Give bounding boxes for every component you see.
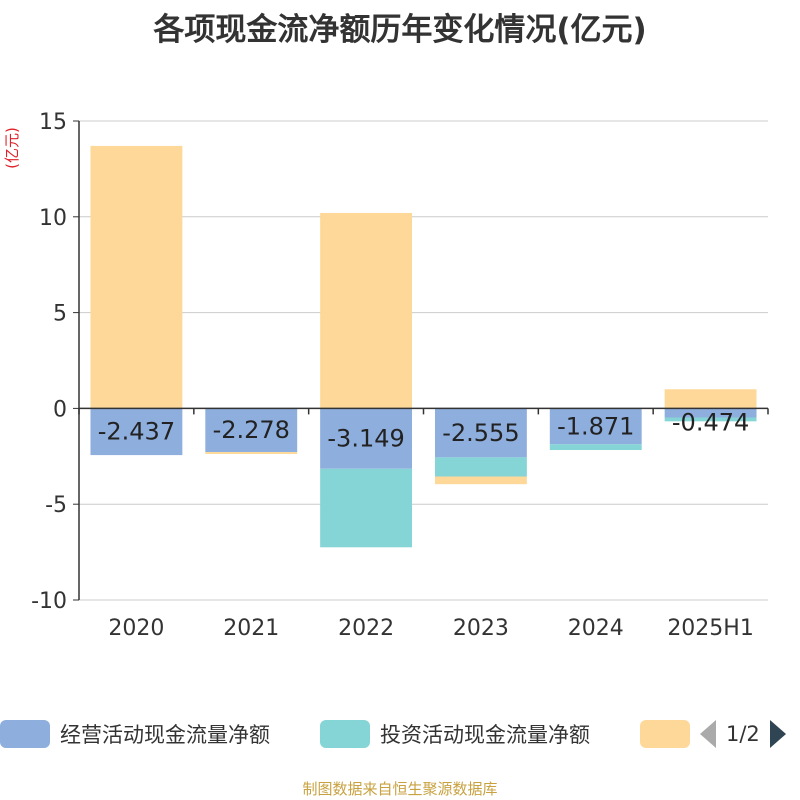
legend-item-investing[interactable]: 投资活动现金流量净额 (320, 716, 590, 752)
axis-layer: 15 10 5 0 -5 -10 2020 2021 2022 2023 2024 2025H1 (31, 110, 769, 641)
bar-layer (90, 145, 757, 548)
x-tick-label: 2025H1 (667, 616, 754, 641)
bar-2-2025H1 (664, 417, 757, 422)
legend-item-operating[interactable]: 经营活动现金流量净额 (0, 716, 270, 752)
bar-1-2024 (549, 408, 642, 445)
triangle-left-icon[interactable] (700, 720, 716, 748)
bar-2-2022 (320, 468, 413, 548)
legend-label-investing: 投资活动现金流量净额 (380, 723, 590, 747)
bar-1-2023 (434, 408, 527, 458)
bar-3-2023 (434, 476, 527, 485)
legend-label-operating: 经营活动现金流量净额 (60, 723, 270, 747)
legend-page-indicator: 1/2 (726, 722, 760, 746)
bar-3-2022 (320, 212, 413, 409)
bar-1-2021 (205, 408, 298, 453)
bar-3-2025H1 (664, 389, 757, 409)
grid-layer (79, 120, 768, 601)
y-tick-label: 10 (39, 206, 67, 231)
bar-2-2023 (434, 457, 527, 477)
y-tick-label: 0 (53, 397, 67, 422)
source-note: 制图数据来自恒生聚源数据库 (302, 780, 498, 798)
chart-canvas: 15 10 5 0 -5 -10 2020 2021 2022 2023 2024 2025H1 -2… (3, 110, 769, 641)
legend-item-financing[interactable] (640, 716, 700, 752)
x-tick-label: 2023 (453, 616, 509, 641)
legend-swatch-investing (320, 720, 370, 748)
chart-title: 各项现金流净额历年变化情况(亿元) (153, 12, 647, 48)
data-label: -2.437 (98, 418, 175, 446)
legend-swatch-financing (640, 720, 690, 748)
bar-3-2020 (90, 145, 183, 409)
data-label: -2.278 (213, 416, 290, 444)
x-tick-label: 2024 (568, 616, 624, 641)
legend-swatch-operating (0, 720, 50, 748)
data-label: -0.474 (672, 408, 749, 436)
x-tick-label: 2022 (338, 616, 394, 641)
legend-pager: 1/2 (700, 716, 786, 752)
data-label: -1.871 (557, 412, 634, 440)
bar-1-2020 (90, 408, 183, 456)
legend: 经营活动现金流量净额 投资活动现金流量净额 1/2 (0, 716, 800, 756)
y-axis-unit-label: (亿元) (3, 127, 21, 169)
triangle-right-icon[interactable] (769, 720, 786, 748)
bar-3-2021 (205, 452, 298, 454)
y-tick-label: -5 (45, 493, 67, 518)
bar-2-2024 (549, 444, 642, 450)
x-tick-label: 2020 (108, 616, 164, 641)
label-layer: -2.437 -2.278 -3.149 -2.555 -1.871 -0.474 (98, 408, 750, 452)
data-label: -3.149 (327, 425, 404, 453)
y-tick-label: -10 (31, 589, 67, 614)
data-label: -2.555 (442, 419, 519, 447)
bar-1-2022 (320, 408, 413, 469)
y-tick-label: 15 (39, 110, 67, 135)
bar-1-2025H1 (664, 408, 757, 418)
x-tick-label: 2021 (223, 616, 279, 641)
y-tick-label: 5 (53, 302, 67, 327)
